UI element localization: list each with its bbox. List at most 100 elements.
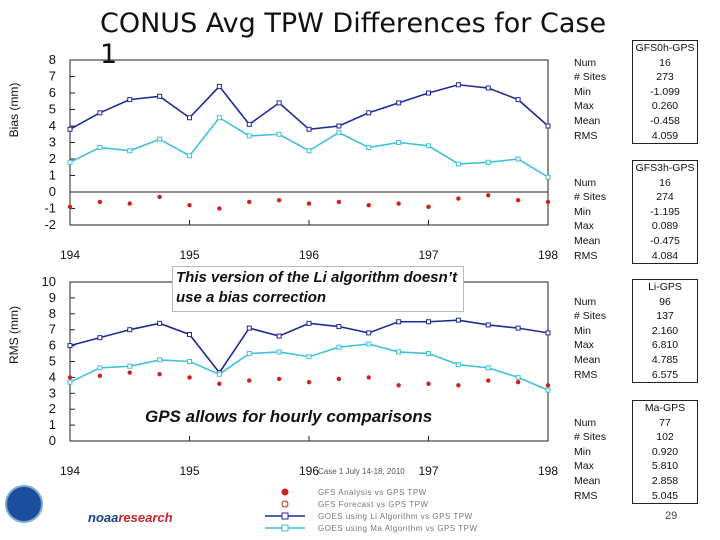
stats-row: Min -1.099 bbox=[572, 84, 698, 100]
x-tick-label: 196 bbox=[299, 464, 319, 478]
stats-value: 96 bbox=[632, 294, 698, 310]
stats-value: Li-GPS bbox=[632, 278, 698, 295]
y-tick-label: 3 bbox=[49, 135, 56, 150]
plot-frame bbox=[69, 59, 549, 226]
data-point bbox=[276, 198, 282, 203]
data-point bbox=[67, 159, 73, 165]
stats-label: Max bbox=[574, 220, 594, 233]
data-point bbox=[426, 351, 431, 357]
y-tick-label: 7 bbox=[49, 322, 56, 337]
stats-row: Mean -0.458 bbox=[572, 113, 698, 129]
stats-row: RMS 4.059 bbox=[572, 128, 698, 145]
data-point bbox=[515, 325, 521, 331]
stats-row: Mean -0.475 bbox=[572, 233, 698, 249]
stats-label: Mean bbox=[574, 114, 601, 127]
data-point bbox=[486, 378, 491, 383]
stats-row: GFS3h-GPS bbox=[572, 159, 698, 176]
y-tick-label: 8 bbox=[49, 52, 56, 67]
data-point bbox=[366, 375, 371, 380]
data-point bbox=[216, 371, 222, 377]
stats-row: Max 0.260 bbox=[572, 99, 698, 114]
page-number: 29 bbox=[665, 510, 678, 522]
callout-box bbox=[172, 266, 464, 312]
data-point bbox=[306, 148, 312, 154]
stats-row: GFS0h-GPS bbox=[572, 39, 698, 56]
data-point bbox=[127, 370, 132, 375]
y-tick-label: 5 bbox=[49, 102, 56, 117]
stats-value: GFS3h-GPS bbox=[632, 159, 698, 176]
legend-marker bbox=[281, 512, 289, 520]
noaa-logo-icon bbox=[5, 485, 43, 523]
stats-value: 0.920 bbox=[632, 444, 698, 460]
stats-row: Max 0.089 bbox=[572, 219, 698, 234]
stats-row: # Sites 274 bbox=[572, 190, 698, 205]
x-tick-label: 195 bbox=[179, 464, 199, 478]
data-point bbox=[426, 204, 431, 210]
data-point bbox=[515, 379, 521, 385]
data-point bbox=[545, 123, 551, 129]
series-line bbox=[69, 319, 549, 374]
legend-entry: GOES using Ma Algorithm vs GPS TPW bbox=[318, 524, 478, 533]
data-point bbox=[127, 148, 133, 154]
data-point bbox=[187, 153, 192, 159]
data-point bbox=[276, 100, 282, 106]
data-point bbox=[336, 199, 342, 205]
stats-label: RMS bbox=[574, 249, 598, 262]
data-point bbox=[127, 97, 133, 103]
legend-entry: GFS Forecast vs GPS TPW bbox=[318, 500, 429, 509]
stats-row: RMS 6.575 bbox=[572, 367, 698, 384]
legend-marker bbox=[281, 488, 289, 496]
data-point bbox=[426, 319, 431, 325]
stats-value: -1.099 bbox=[632, 84, 698, 100]
y-tick-label: 3 bbox=[49, 385, 56, 400]
stats-label: # Sites bbox=[574, 71, 607, 84]
x-tick-label: 198 bbox=[538, 248, 558, 262]
data-point bbox=[97, 199, 103, 205]
series-line bbox=[69, 83, 549, 131]
stats-row: Num 96 bbox=[572, 294, 698, 310]
data-point bbox=[157, 93, 163, 99]
stats-row: Min 0.920 bbox=[572, 444, 698, 460]
stats-row: Min -1.195 bbox=[572, 204, 698, 220]
data-point bbox=[366, 110, 372, 116]
data-point bbox=[396, 201, 401, 206]
data-point bbox=[246, 351, 252, 357]
stats-row: Num 77 bbox=[572, 415, 698, 431]
stats-value: Ma-GPS bbox=[632, 399, 698, 416]
data-point bbox=[306, 320, 312, 326]
y-axis-label: Bias (mm) bbox=[7, 83, 21, 138]
data-point bbox=[97, 373, 103, 379]
stats-label: Num bbox=[574, 176, 597, 189]
legend-entry: GFS Analysis vs GPS TPW bbox=[318, 488, 427, 497]
stats-value: 4.059 bbox=[632, 128, 698, 145]
data-point bbox=[486, 193, 491, 198]
data-point bbox=[306, 201, 312, 206]
stats-value: 6.575 bbox=[632, 367, 698, 384]
y-tick-label: 1 bbox=[49, 417, 56, 432]
stats-label: Num bbox=[574, 56, 597, 69]
data-point bbox=[366, 203, 371, 208]
stats-label: Num bbox=[574, 416, 597, 429]
y-tick-label: 0 bbox=[49, 184, 56, 199]
data-point bbox=[246, 133, 252, 139]
data-point bbox=[187, 375, 192, 380]
y-tick-label: -1 bbox=[44, 201, 56, 216]
stats-value: 102 bbox=[632, 430, 698, 445]
data-point bbox=[396, 100, 402, 106]
stats-row: Max 5.810 bbox=[572, 459, 698, 474]
data-point bbox=[396, 383, 401, 388]
data-point bbox=[187, 359, 192, 364]
y-tick-label: -2 bbox=[44, 217, 56, 232]
y-tick-label: 4 bbox=[49, 369, 56, 384]
data-point bbox=[246, 325, 252, 331]
data-point bbox=[306, 126, 312, 132]
data-point bbox=[157, 194, 162, 200]
data-point bbox=[485, 365, 491, 371]
stats-label bbox=[572, 41, 633, 56]
stats-value: 5.045 bbox=[632, 488, 698, 505]
stats-label: Min bbox=[574, 205, 591, 218]
legend-marker bbox=[281, 524, 289, 532]
stats-value: GFS0h-GPS bbox=[632, 39, 698, 56]
data-point bbox=[306, 379, 312, 385]
data-point bbox=[396, 349, 402, 355]
